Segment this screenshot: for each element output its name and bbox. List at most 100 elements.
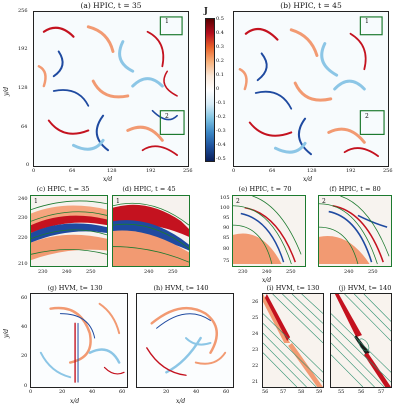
mid-e-ytick: 90	[223, 225, 230, 231]
panel-e-tag: 2	[236, 198, 240, 205]
panel-d-title: (d) HPIC, t = 45	[122, 185, 176, 193]
panel-d-tag: 1	[116, 198, 120, 205]
panel-f-tag: 2	[322, 198, 326, 205]
mid-c-xtick: 230	[38, 269, 48, 275]
panel-g-field	[31, 294, 127, 387]
top-ytick: 128	[18, 85, 28, 91]
bot-i-ytick: 22	[252, 363, 259, 369]
mid-e-ytick: 95	[223, 215, 230, 221]
mid-e-ytick: 75	[223, 258, 230, 264]
colorbar	[205, 18, 215, 162]
panel-b-title: (b) HPIC, t = 45	[280, 1, 342, 10]
panel-b-box2-label: 2	[365, 113, 369, 120]
top-b-xlabel: x/d	[303, 176, 313, 183]
top-xtick: 0	[232, 168, 236, 174]
bot-j-xtick: 55	[338, 389, 345, 395]
panel-b-field	[234, 12, 388, 166]
panel-e: 2	[232, 195, 306, 267]
panel-c-tag: 1	[34, 198, 38, 205]
bot-i-xtick: 57	[280, 389, 287, 395]
panel-f: 2	[318, 195, 392, 267]
bot-j-xtick: 56	[358, 389, 365, 395]
top-ylabel: y/d	[3, 86, 11, 97]
bot-j-xtick: 57	[378, 389, 385, 395]
panel-j-field	[331, 294, 391, 387]
colorbar-tick: -0.3	[216, 128, 226, 134]
mid-c-ytick: 240	[18, 196, 28, 202]
top-xtick: 256	[383, 168, 393, 174]
mid-c-ytick: 230	[18, 215, 28, 221]
mid-d-xtick: 240	[144, 269, 154, 275]
bot-i-ytick: 26	[252, 299, 259, 305]
top-xtick: 128	[107, 168, 117, 174]
panel-c-field	[31, 196, 107, 266]
panel-i-title: (i) HVM, t= 130	[266, 284, 320, 292]
panel-a-field	[34, 12, 188, 166]
colorbar-tick: -0.4	[216, 142, 226, 148]
colorbar-tick: 0.1	[216, 72, 224, 78]
top-xtick: 0	[32, 168, 36, 174]
bot-ytick: 20	[21, 353, 28, 359]
panel-g	[30, 293, 128, 388]
top-xtick: 256	[183, 168, 193, 174]
bot-g-xtick: 20	[59, 389, 66, 395]
mid-f-xtick: 240	[344, 269, 354, 275]
mid-c-xtick: 240	[62, 269, 72, 275]
mid-c-ytick: 220	[18, 235, 28, 241]
panel-g-title: (g) HVM, t= 130	[47, 284, 103, 292]
colorbar-tick: 0.5	[216, 16, 224, 22]
top-xtick: 192	[346, 168, 356, 174]
top-xtick: 64	[69, 168, 76, 174]
bot-ytick: 40	[21, 324, 28, 330]
panel-f-field	[319, 196, 391, 266]
panel-f-title: (f) HPIC, t = 80	[329, 185, 381, 193]
mid-c-xtick: 250	[86, 269, 96, 275]
colorbar-tick: 0.4	[216, 30, 224, 36]
panel-d: 1	[112, 195, 190, 267]
panel-c: 1	[30, 195, 108, 267]
panel-a: 1 2	[33, 11, 189, 167]
panel-a-box1-label: 1	[165, 18, 169, 25]
bot-i-xtick: 59	[316, 389, 323, 395]
panel-i	[262, 293, 324, 388]
mid-e-xtick: 250	[286, 269, 296, 275]
mid-f-xtick: 250	[368, 269, 378, 275]
colorbar-label: J	[204, 5, 208, 15]
bot-ytick: 60	[21, 295, 28, 301]
bot-h-xtick: 20	[163, 389, 170, 395]
mid-e-xtick: 230	[238, 269, 248, 275]
panel-a-box2-label: 2	[165, 113, 169, 120]
top-ytick: 64	[21, 124, 28, 130]
colorbar-tick: 0	[216, 86, 220, 92]
top-xtick: 192	[146, 168, 156, 174]
mid-d-xtick: 250	[168, 269, 178, 275]
colorbar-tick: 0.3	[216, 44, 224, 50]
panel-b: 1 2	[233, 11, 389, 167]
bot-i-ytick: 25	[252, 315, 259, 321]
mid-e-xtick: 240	[262, 269, 272, 275]
colorbar-tick: -0.2	[216, 114, 226, 120]
panel-a-title: (a) HPIC, t = 35	[80, 1, 142, 10]
bot-i-ytick: 24	[252, 331, 259, 337]
colorbar-tick: -0.5	[216, 156, 226, 162]
top-xtick: 128	[307, 168, 317, 174]
mid-e-ytick: 105	[220, 195, 230, 201]
panel-j	[330, 293, 392, 388]
bot-h-xtick: 40	[193, 389, 200, 395]
panel-h-field	[137, 294, 233, 387]
bot-g-xtick: 0	[29, 389, 33, 395]
bot-i-xtick: 56	[262, 389, 269, 395]
bot-g-xlabel: x/d	[70, 398, 80, 405]
bot-i-ytick: 23	[252, 347, 259, 353]
panel-b-box1-label: 1	[365, 18, 369, 25]
bot-g-xtick: 60	[119, 389, 126, 395]
bot-h-xlabel: x/d	[176, 398, 186, 405]
top-ytick: 0	[26, 162, 30, 168]
colorbar-tick: -0.1	[216, 100, 226, 106]
top-a-xlabel: x/d	[103, 176, 113, 183]
bot-h-xtick: 60	[223, 389, 230, 395]
panel-j-title: (j) HVM, t= 140	[338, 284, 392, 292]
bot-ytick: 0	[24, 383, 28, 389]
top-ytick: 192	[18, 46, 28, 52]
top-xtick: 64	[269, 168, 276, 174]
